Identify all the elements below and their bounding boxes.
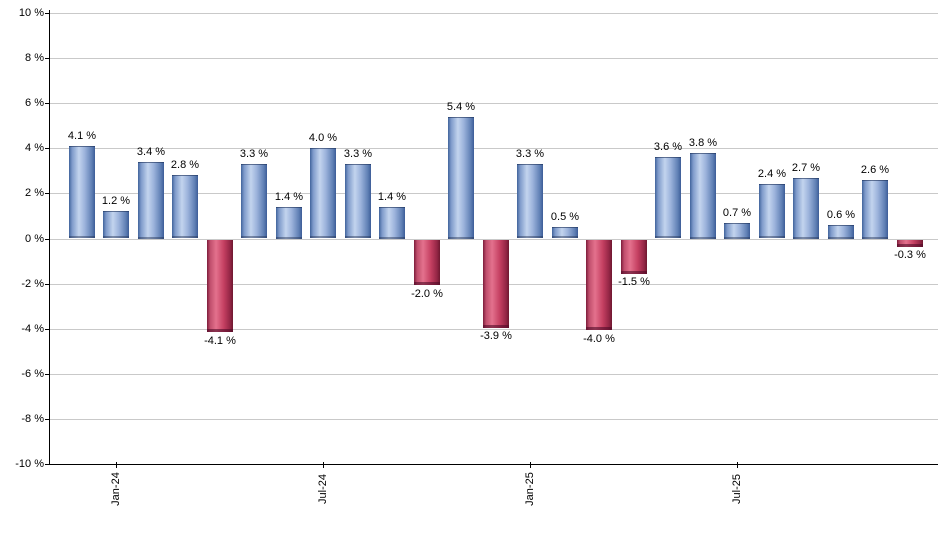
gridline--4pct — [49, 329, 938, 330]
bar-value-label-Jun-24: 1.4 % — [274, 191, 304, 203]
x-axis-line — [49, 464, 938, 465]
x-axis-tick-Jul-24 — [323, 462, 324, 468]
y-axis-label: 0 % — [25, 233, 44, 245]
bar-value-label-Aug-25: 2.4 % — [757, 168, 787, 180]
x-axis-label-Jul-25: Jul-25 — [731, 474, 743, 504]
bar-value-label-Nov-25: 2.6 % — [860, 164, 890, 176]
y-axis-tick — [45, 464, 49, 465]
gridline--8pct — [49, 419, 938, 420]
bar-Dec-24 — [483, 240, 509, 328]
bar-Sep-24 — [379, 207, 405, 239]
y-axis-label: -2 % — [21, 278, 44, 290]
bar-value-label-Sep-25: 2.7 % — [791, 162, 821, 174]
y-axis-tick — [45, 193, 49, 194]
bar-value-label-Sep-24: 1.4 % — [377, 191, 407, 203]
y-axis-tick — [45, 329, 49, 330]
y-axis-tick — [45, 103, 49, 104]
x-axis-tick-Jan-25 — [530, 462, 531, 468]
bar-value-label-Jan-24: 1.2 % — [101, 195, 131, 207]
bar-value-label-Mar-24: 2.8 % — [170, 159, 200, 171]
bar-value-label-Aug-24: 3.3 % — [343, 148, 373, 160]
gridline-8pct — [49, 58, 938, 59]
gridline-10pct — [49, 13, 938, 14]
x-axis-label-Jul-24: Jul-24 — [317, 474, 329, 504]
bar-value-label-Dec-25: -0.3 % — [894, 249, 926, 261]
bar-value-label-Oct-25: 0.6 % — [826, 209, 856, 221]
y-axis-tick — [45, 13, 49, 14]
bar-value-label-Apr-24: -4.1 % — [204, 335, 236, 347]
bar-Apr-25 — [621, 240, 647, 274]
bar-Aug-25 — [759, 184, 785, 238]
bar-May-25 — [655, 157, 681, 238]
bar-value-label-Oct-24: -2.0 % — [411, 288, 443, 300]
y-axis-label: -6 % — [21, 368, 44, 380]
y-axis-label: 2 % — [25, 187, 44, 199]
bar-Dec-23 — [69, 146, 95, 238]
bar-Sep-25 — [793, 178, 819, 239]
bar-Oct-25 — [828, 225, 854, 239]
y-axis-tick — [45, 284, 49, 285]
bar-value-label-May-24: 3.3 % — [239, 148, 269, 160]
bar-value-label-Nov-24: 5.4 % — [446, 101, 476, 113]
y-axis-tick — [45, 58, 49, 59]
bar-Nov-25 — [862, 180, 888, 239]
bar-value-label-Jul-25: 0.7 % — [722, 207, 752, 219]
bar-value-label-Feb-25: 0.5 % — [550, 211, 580, 223]
bar-Feb-24 — [138, 162, 164, 239]
bar-Jan-25 — [517, 164, 543, 238]
y-axis-label: 8 % — [25, 52, 44, 64]
bar-Nov-24 — [448, 117, 474, 239]
y-axis-line — [49, 10, 50, 465]
bar-value-label-Feb-24: 3.4 % — [136, 146, 166, 158]
y-axis-label: -8 % — [21, 413, 44, 425]
gridline--6pct — [49, 374, 938, 375]
gridline-0pct — [49, 239, 938, 240]
bar-Jun-24 — [276, 207, 302, 239]
y-axis-label: 6 % — [25, 97, 44, 109]
y-axis-label: -4 % — [21, 323, 44, 335]
bar-value-label-Dec-23: 4.1 % — [67, 130, 97, 142]
bar-Feb-25 — [552, 227, 578, 238]
y-axis-tick — [45, 239, 49, 240]
bar-value-label-May-25: 3.6 % — [653, 141, 683, 153]
gridline-6pct — [49, 103, 938, 104]
x-axis-tick-Jul-25 — [737, 462, 738, 468]
y-axis-label: 4 % — [25, 142, 44, 154]
bar-value-label-Jun-25: 3.8 % — [688, 137, 718, 149]
bar-Mar-25 — [586, 240, 612, 330]
x-axis-tick-Jan-24 — [116, 462, 117, 468]
bar-value-label-Jan-25: 3.3 % — [515, 148, 545, 160]
x-axis-label-Jan-24: Jan-24 — [110, 472, 122, 506]
bar-Apr-24 — [207, 240, 233, 332]
bar-Mar-24 — [172, 175, 198, 238]
bar-May-24 — [241, 164, 267, 238]
bar-value-label-Jul-24: 4.0 % — [308, 132, 338, 144]
x-axis-label-Jan-25: Jan-25 — [524, 472, 536, 506]
bar-value-label-Apr-25: -1.5 % — [618, 276, 650, 288]
y-axis-label: 10 % — [18, 7, 44, 19]
bar-value-label-Mar-25: -4.0 % — [583, 333, 615, 345]
gridline-2pct — [49, 193, 938, 194]
bar-value-label-Dec-24: -3.9 % — [480, 330, 512, 342]
y-axis-tick — [45, 374, 49, 375]
bar-Oct-24 — [414, 240, 440, 285]
bar-Aug-24 — [345, 164, 371, 238]
bar-Jun-25 — [690, 153, 716, 239]
bar-Jul-25 — [724, 223, 750, 239]
bar-Dec-25 — [897, 240, 923, 247]
bar-Jul-24 — [310, 148, 336, 238]
bar-Jan-24 — [103, 211, 129, 238]
y-axis-tick — [45, 419, 49, 420]
y-axis-tick — [45, 148, 49, 149]
gridline-4pct — [49, 148, 938, 149]
y-axis-label: -10 % — [15, 458, 44, 470]
